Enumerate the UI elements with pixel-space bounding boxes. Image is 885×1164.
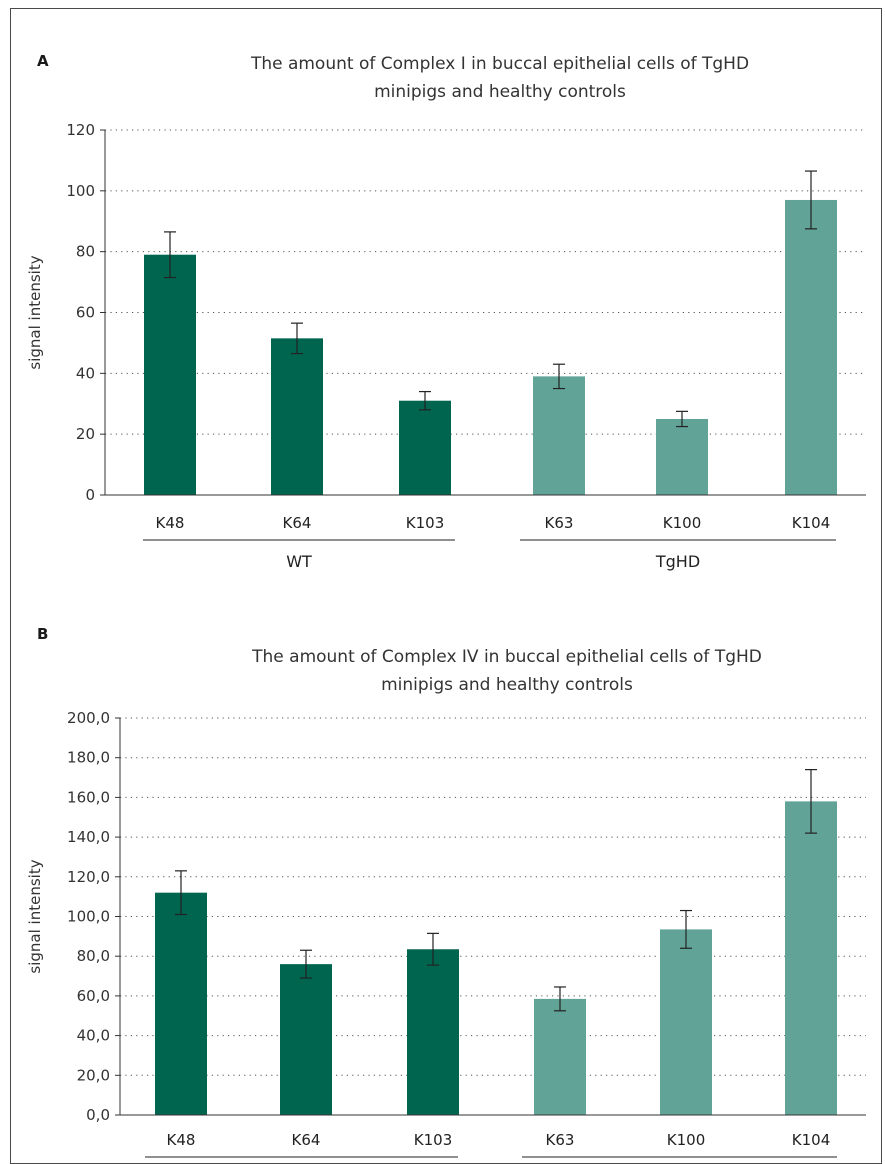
bar-k100 — [656, 418, 708, 495]
bar-k103 — [407, 949, 459, 1115]
y-tick-label: 0 — [85, 486, 95, 504]
y-tick-label: 20,0 — [77, 1066, 110, 1084]
y-tick-label: 140,0 — [67, 828, 110, 846]
y-tick-label: 160,0 — [67, 788, 110, 806]
y-tick-label: 20 — [76, 425, 95, 443]
y-tick-label: 40 — [76, 364, 95, 382]
category-label-k104: K104 — [792, 1131, 830, 1149]
category-label-k100: K100 — [663, 514, 701, 532]
category-label-k63: K63 — [545, 514, 574, 532]
y-tick-label: 60 — [76, 304, 95, 322]
bar-k63 — [534, 998, 586, 1115]
y-tick-label: 60,0 — [77, 987, 110, 1005]
y-tick-label: 0,0 — [86, 1106, 110, 1124]
y-tick-label: 40,0 — [77, 1027, 110, 1045]
bar-k104 — [785, 801, 837, 1115]
category-label-k48: K48 — [156, 514, 185, 532]
bar-k64 — [280, 964, 332, 1115]
bar-k64 — [271, 338, 323, 495]
category-label-k64: K64 — [283, 514, 312, 532]
bar-k103 — [399, 400, 451, 495]
category-label-k103: K103 — [406, 514, 444, 532]
bar-k100 — [660, 929, 712, 1115]
y-axis-label: signal intensity — [26, 859, 44, 973]
y-tick-label: 80 — [76, 243, 95, 261]
group-label-tghd: TgHD — [655, 552, 700, 571]
category-label-k48: K48 — [167, 1131, 196, 1149]
bar-k48 — [155, 892, 207, 1115]
category-label-k104: K104 — [792, 514, 830, 532]
category-label-k103: K103 — [414, 1131, 452, 1149]
bar-k63 — [533, 376, 585, 495]
panel-letter: B — [37, 625, 48, 643]
y-tick-label: 100,0 — [67, 908, 110, 926]
category-label-k64: K64 — [292, 1131, 321, 1149]
chart-title-line: minipigs and healthy controls — [381, 675, 633, 695]
y-tick-label: 120,0 — [67, 868, 110, 886]
chart-panel-a: A The amount of Complex I in buccal epith… — [26, 52, 866, 571]
category-label-k100: K100 — [667, 1131, 705, 1149]
panel-letter: A — [37, 52, 49, 70]
category-label-k63: K63 — [546, 1131, 575, 1149]
y-tick-label: 180,0 — [67, 749, 110, 767]
bar-k48 — [144, 254, 196, 495]
y-tick-label: 100 — [66, 182, 95, 200]
chart-title-line: minipigs and healthy controls — [374, 82, 626, 102]
y-axis-label: signal intensity — [26, 255, 44, 369]
bar-k104 — [785, 199, 837, 496]
chart-panel-b: B The amount of Complex IV in buccal epit… — [26, 625, 866, 1158]
group-label-wt: WT — [286, 552, 312, 571]
chart-title-line: The amount of Complex I in buccal epithe… — [250, 54, 749, 74]
y-tick-label: 80,0 — [77, 947, 110, 965]
chart-title-line: The amount of Complex IV in buccal epith… — [251, 647, 762, 667]
y-tick-label: 120 — [66, 121, 95, 139]
y-tick-label: 200,0 — [67, 709, 110, 727]
